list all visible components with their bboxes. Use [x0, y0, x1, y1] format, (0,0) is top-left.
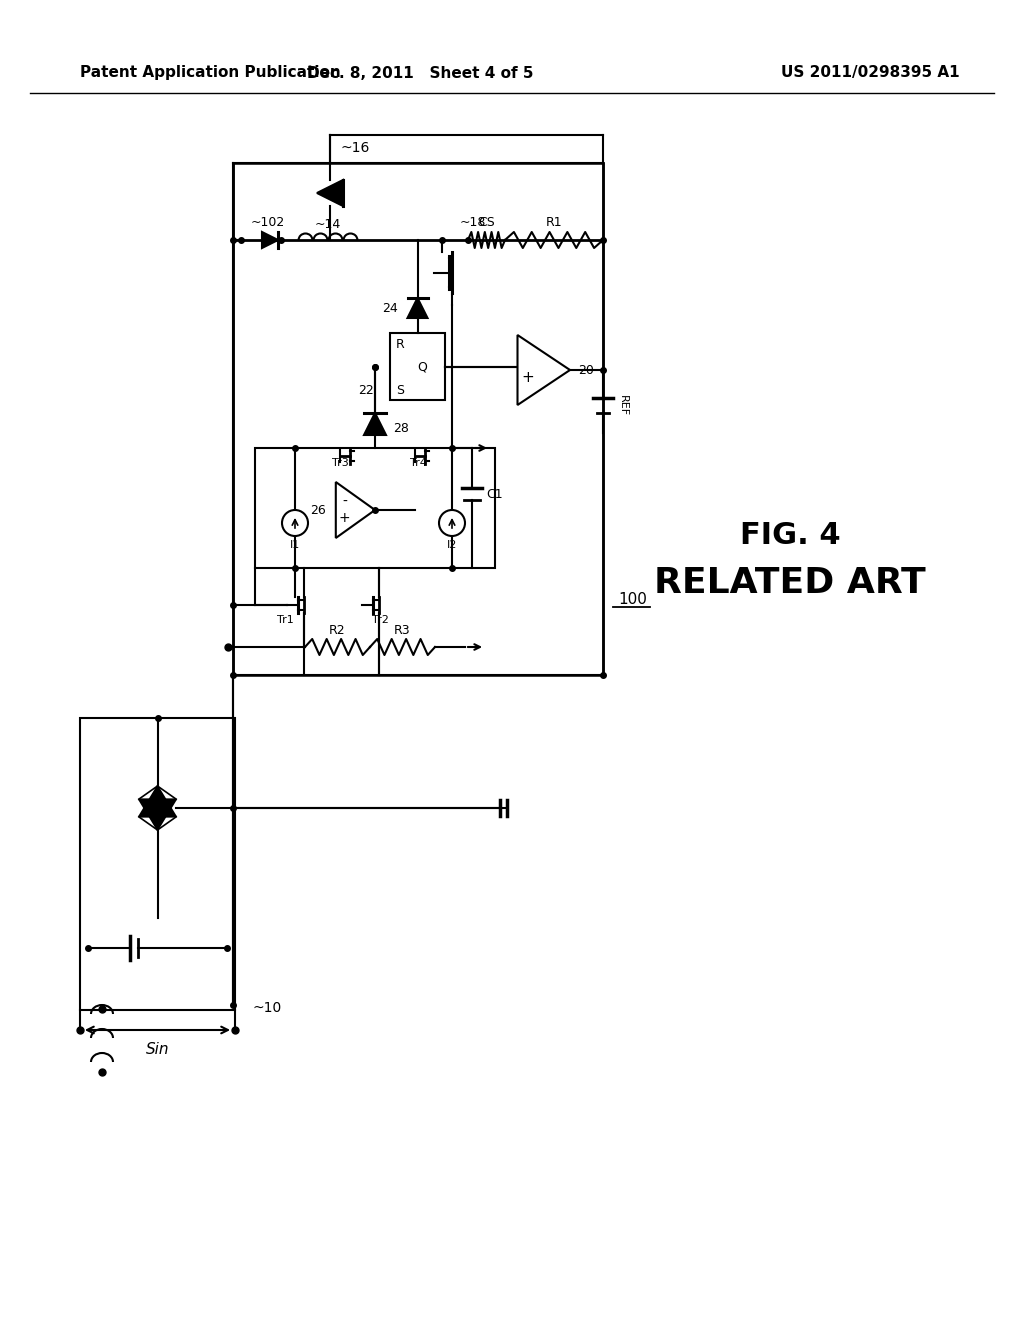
Text: 22: 22 [358, 384, 374, 396]
Polygon shape [262, 232, 278, 248]
Text: CS: CS [478, 216, 495, 230]
Text: 28: 28 [393, 422, 409, 436]
Polygon shape [155, 785, 176, 817]
Text: ~102: ~102 [251, 215, 285, 228]
Text: R: R [395, 338, 404, 351]
Text: ~18: ~18 [460, 215, 486, 228]
Text: ~14: ~14 [314, 218, 341, 231]
Polygon shape [139, 785, 161, 817]
Polygon shape [155, 799, 176, 830]
Polygon shape [139, 799, 161, 830]
Text: FIG. 4: FIG. 4 [739, 520, 841, 549]
Text: I1: I1 [290, 540, 300, 550]
Text: 100: 100 [618, 593, 647, 607]
Text: R1: R1 [546, 216, 562, 230]
Text: S: S [396, 384, 404, 396]
Text: ~10: ~10 [253, 1001, 283, 1015]
Bar [80, 718, 234, 1010]
Text: Q: Q [418, 360, 427, 374]
Bar [390, 333, 445, 400]
Text: -: - [342, 495, 347, 510]
Text: 24: 24 [382, 301, 397, 314]
Bar [233, 162, 603, 675]
Text: REF: REF [618, 395, 628, 416]
Text: Patent Application Publication: Patent Application Publication [80, 66, 341, 81]
Polygon shape [408, 298, 427, 318]
Text: +: + [339, 511, 350, 525]
Bar [255, 447, 495, 568]
Polygon shape [364, 413, 386, 436]
Text: Tr3: Tr3 [332, 458, 348, 469]
Text: RELATED ART: RELATED ART [654, 566, 926, 601]
Text: R3: R3 [394, 623, 411, 636]
Circle shape [439, 510, 465, 536]
Text: I2: I2 [446, 540, 457, 550]
Text: C1: C1 [486, 487, 503, 500]
Text: Tr1: Tr1 [276, 615, 293, 624]
Circle shape [282, 510, 308, 536]
Text: ~16: ~16 [340, 141, 370, 154]
Polygon shape [336, 482, 375, 539]
Text: US 2011/0298395 A1: US 2011/0298395 A1 [780, 66, 959, 81]
Text: 26: 26 [310, 503, 326, 516]
Polygon shape [317, 180, 343, 206]
Text: Tr4: Tr4 [410, 458, 426, 469]
Text: Tr2: Tr2 [372, 615, 388, 624]
Text: +: + [521, 371, 534, 385]
Polygon shape [517, 335, 570, 405]
Text: Sin: Sin [145, 1043, 169, 1057]
Text: Dec. 8, 2011   Sheet 4 of 5: Dec. 8, 2011 Sheet 4 of 5 [307, 66, 534, 81]
Text: R2: R2 [329, 623, 346, 636]
Text: 20: 20 [578, 363, 594, 376]
